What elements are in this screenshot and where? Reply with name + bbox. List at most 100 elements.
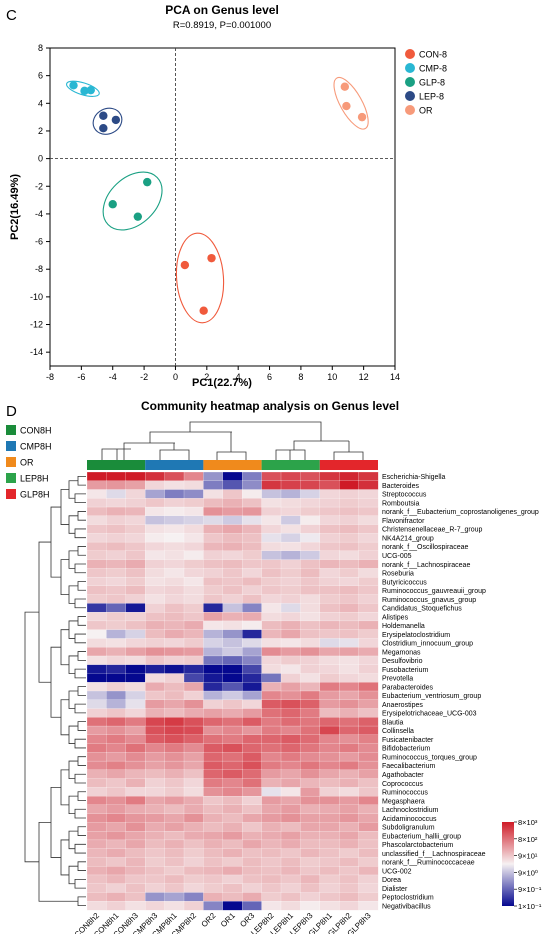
heatmap-cell <box>261 673 282 683</box>
heatmap-cell <box>261 717 282 727</box>
heatmap-cell <box>339 550 360 561</box>
heatmap-cell <box>242 585 263 596</box>
heatmap-cell <box>106 603 127 613</box>
heatmap-cell <box>125 498 146 508</box>
row-label: Ruminococcus_torques_group <box>382 754 477 761</box>
pca-panel: C PCA on Genus level R=0.8919, P=0.00100… <box>6 3 447 389</box>
heatmap-cell <box>125 594 146 604</box>
heatmap-cell <box>319 892 340 902</box>
heatmap-cell <box>339 682 360 692</box>
heatmap-cell <box>106 664 127 674</box>
heatmap-cell <box>300 892 321 902</box>
heatmap-cell <box>261 682 282 692</box>
heatmap-cell <box>261 769 282 780</box>
heatmap-cell <box>203 795 224 806</box>
heatmap-cell <box>145 603 166 613</box>
heatmap-cell <box>106 559 127 569</box>
heatmap-cell <box>222 769 243 780</box>
data-point <box>207 253 216 263</box>
heatmap-cell <box>145 857 166 867</box>
heatmap-cell <box>319 559 340 569</box>
heatmap-cell <box>358 866 379 876</box>
data-point <box>199 306 208 315</box>
heatmap-cell <box>222 585 243 596</box>
heatmap-cell <box>183 629 204 639</box>
heatmap-cell <box>300 594 321 604</box>
heatmap-cell <box>280 498 301 508</box>
heatmap-cell <box>339 480 360 490</box>
group-bar-segment <box>261 460 320 470</box>
heatmap-cell <box>339 576 360 587</box>
heatmap-cell <box>222 480 243 490</box>
heatmap-cell <box>86 717 107 727</box>
heatmap-cell <box>183 655 204 666</box>
heatmap-cell <box>280 559 301 569</box>
row-label: Coprococcus <box>382 781 423 788</box>
heatmap-cell <box>242 594 263 604</box>
heatmap-cell <box>125 603 146 613</box>
heatmap-cell <box>222 550 243 561</box>
legend-label: GLP-8 <box>419 78 445 88</box>
heatmap-cell <box>300 647 321 657</box>
row-label: Flavonifractor <box>382 518 425 525</box>
heatmap-cell <box>261 489 282 499</box>
heatmap-cell <box>222 664 243 674</box>
heatmap-cell <box>86 576 107 587</box>
y-tick-label: -6 <box>35 237 43 247</box>
heatmap-cell <box>339 690 360 701</box>
heatmap-cell <box>242 708 263 718</box>
heatmap-cell <box>280 655 301 666</box>
heatmap-cell <box>125 734 146 744</box>
heatmap-cell <box>300 524 321 534</box>
heatmap-cell <box>242 822 263 832</box>
heatmap-cell <box>145 559 166 569</box>
heatmap-cell <box>358 480 379 490</box>
heatmap-cell <box>358 708 379 718</box>
heatmap-cell <box>222 857 243 867</box>
heatmap-cell <box>261 901 282 911</box>
heatmap-cell <box>319 515 340 525</box>
heatmap-cell <box>242 795 263 806</box>
heatmap-cell <box>203 804 224 815</box>
row-label: Bacteroides <box>382 483 419 490</box>
heatmap-cell <box>125 752 146 762</box>
heatmap-cell <box>339 760 360 771</box>
heatmap-cell <box>183 550 204 561</box>
heatmap-cell <box>261 629 282 639</box>
heatmap-cell <box>183 471 204 482</box>
heatmap-cell <box>203 515 224 525</box>
heatmap-cell <box>145 506 166 517</box>
heatmap-cell <box>183 901 204 911</box>
heatmap-cell <box>319 795 340 806</box>
heatmap-cell <box>319 831 340 841</box>
heatmap-cell <box>203 576 224 587</box>
heatmap-cell <box>339 612 360 622</box>
heatmap-cell <box>183 892 204 902</box>
heatmap-cell <box>145 471 166 482</box>
row-label: Agathobacter <box>382 772 424 779</box>
heatmap-cell <box>300 506 321 517</box>
heatmap-cell <box>358 541 379 552</box>
heatmap-cell <box>319 568 340 578</box>
row-label: UCG-002 <box>382 868 412 875</box>
heatmap-cell <box>242 778 263 788</box>
heatmap-cell <box>106 638 127 648</box>
heatmap-cell <box>183 874 204 885</box>
heatmap-cell <box>222 883 243 893</box>
heatmap-cell <box>125 831 146 841</box>
heatmap-cell <box>300 795 321 806</box>
heatmap-cell <box>242 480 263 490</box>
row-label: Roseburia <box>382 571 414 578</box>
heatmap-cell <box>183 822 204 832</box>
pca-y-axis-label: PC2(16.49%) <box>9 174 21 240</box>
heatmap-cell <box>183 690 204 701</box>
heatmap-cell <box>164 822 185 832</box>
heatmap-cell <box>358 664 379 674</box>
heatmap-cell <box>222 839 243 850</box>
heatmap-cell <box>280 725 301 736</box>
row-label: Christensenellaceae_R-7_group <box>382 527 483 534</box>
heatmap-cell <box>319 752 340 762</box>
row-label: Escherichia-Shigella <box>382 474 446 481</box>
row-label: Alistipes <box>382 614 409 621</box>
heatmap-cell <box>280 901 301 911</box>
